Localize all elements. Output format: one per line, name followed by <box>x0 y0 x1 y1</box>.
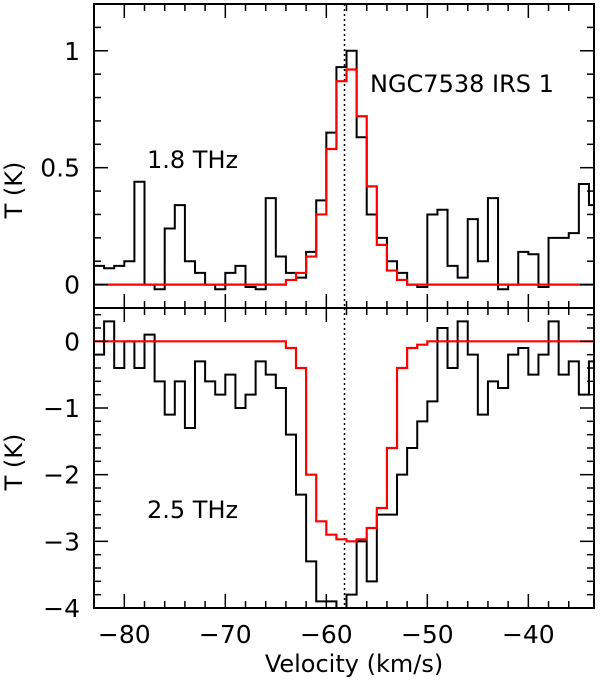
x-axis-title: Velocity (km/s) <box>265 650 443 678</box>
x-tick-label: −40 <box>502 620 555 649</box>
bottom-y-tick-label: 0 <box>64 327 80 356</box>
bottom-y-tick-label: −2 <box>43 461 80 490</box>
top-series-model-line <box>94 68 594 286</box>
x-tick-label: −80 <box>98 620 151 649</box>
top-y-tick-label: 0 <box>64 271 80 300</box>
bottom-y-tick-label: −3 <box>43 527 80 556</box>
top-panel-annotation: 1.8 THz <box>147 146 238 174</box>
source-label: NGC7538 IRS 1 <box>370 70 554 98</box>
bottom-y-tick-label: −1 <box>43 394 80 423</box>
top-y-tick-label: 1 <box>64 37 80 66</box>
x-tick-label: −50 <box>401 620 454 649</box>
tick-marks <box>94 3 594 609</box>
top-y-tick-label: 0.5 <box>40 154 80 183</box>
bottom-y-axis-title: T (K) <box>0 434 28 492</box>
top-panel-plot-area <box>94 4 594 308</box>
top-series-observed-line <box>94 49 594 291</box>
bottom-series-observed-line <box>94 320 594 608</box>
x-tick-label: −60 <box>300 620 353 649</box>
tick-labels: 0 0.5 1 0 −1 −2 −3 −4 −80 −70 −60 −50 −40 <box>40 37 554 649</box>
bottom-panel-plot-area <box>94 308 594 608</box>
bottom-panel-annotation: 2.5 THz <box>147 496 238 524</box>
x-tick-label: −70 <box>199 620 252 649</box>
bottom-y-tick-label: −4 <box>43 594 80 623</box>
top-y-axis-title: T (K) <box>0 162 28 220</box>
bottom-series-model-line <box>94 340 594 543</box>
